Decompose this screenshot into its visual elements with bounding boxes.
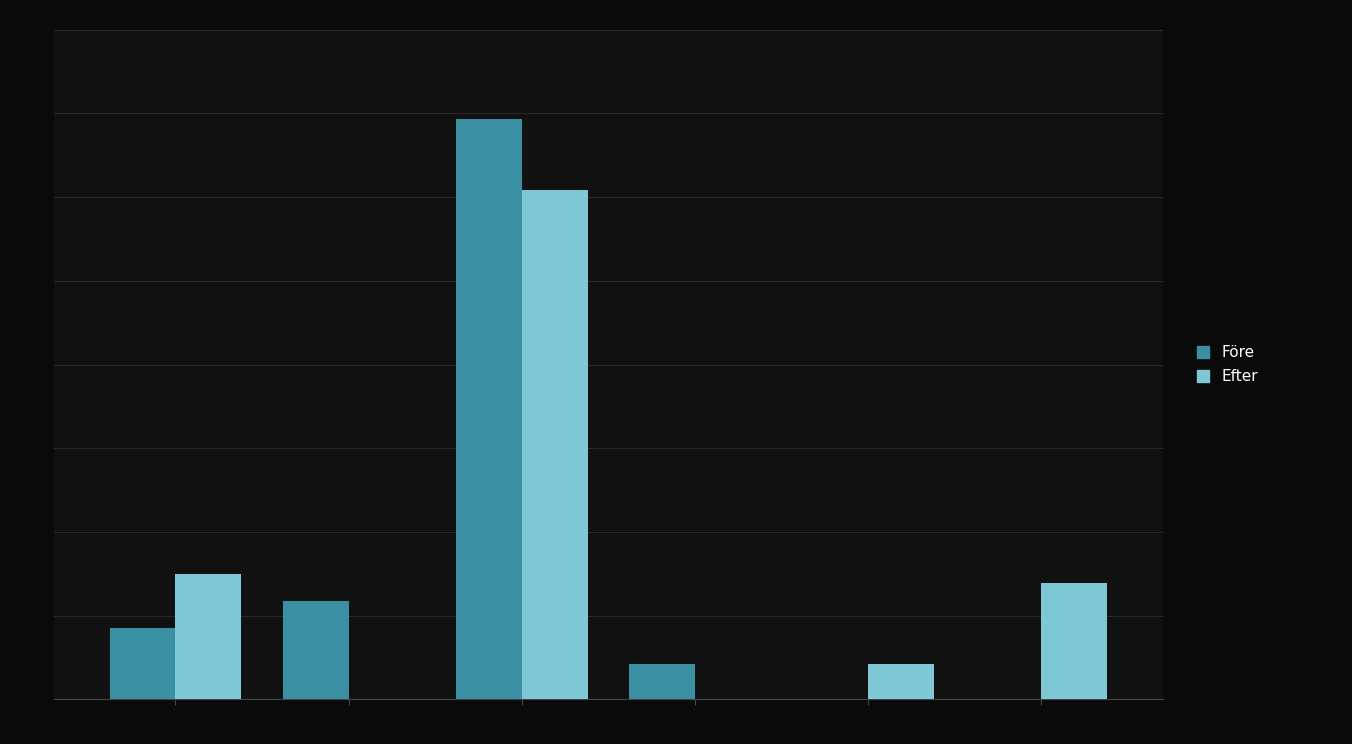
Bar <box>1041 583 1107 699</box>
Bar <box>283 601 349 699</box>
Bar <box>456 119 522 699</box>
Bar <box>522 190 588 699</box>
Bar <box>110 628 176 699</box>
Bar <box>868 664 934 699</box>
Bar <box>629 664 695 699</box>
Bar <box>176 574 241 699</box>
Legend: Före, Efter: Före, Efter <box>1192 341 1263 388</box>
